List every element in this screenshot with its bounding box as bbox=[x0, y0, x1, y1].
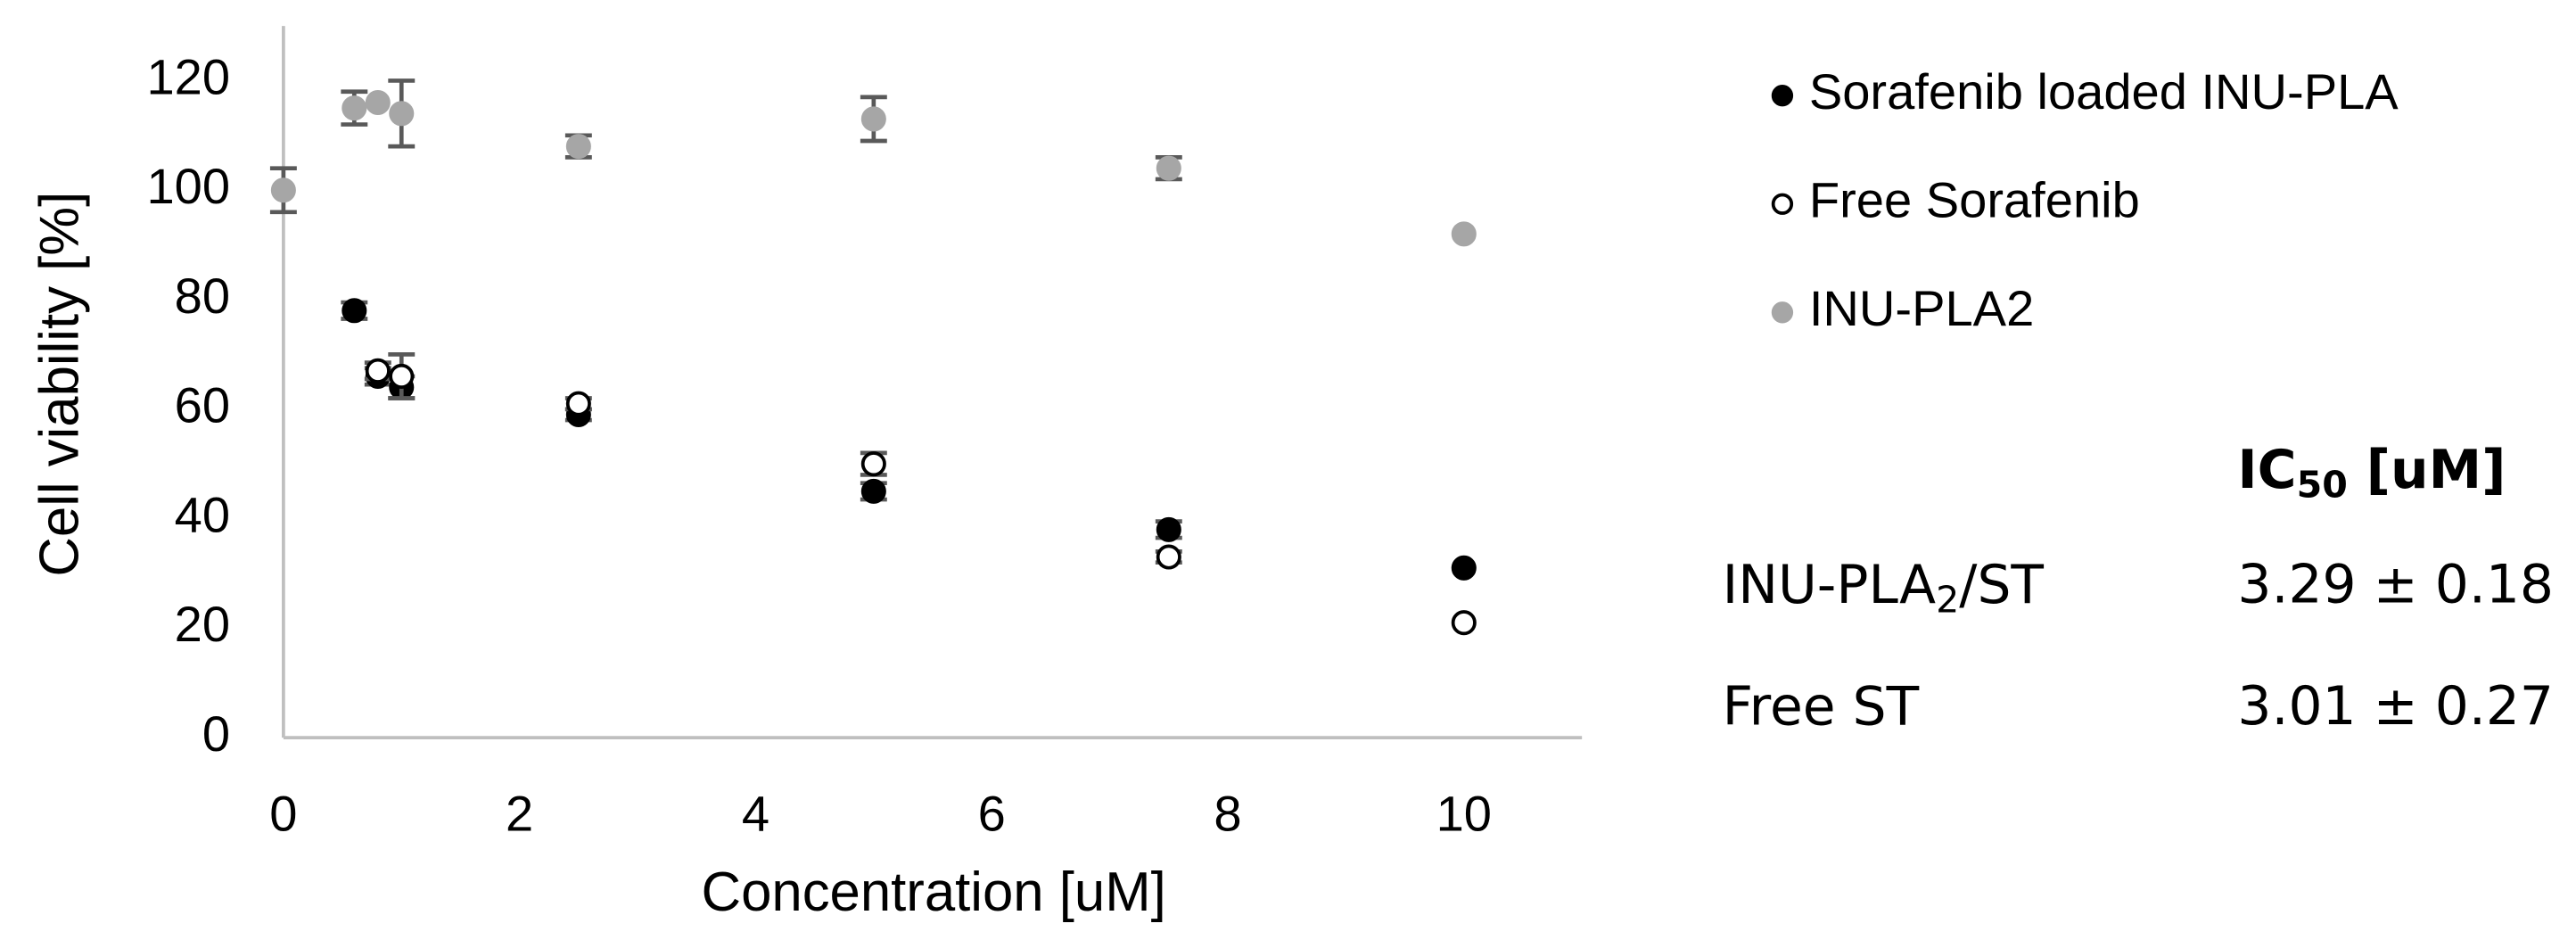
y-tick-label: 60 bbox=[175, 377, 230, 433]
row-label: Free ST bbox=[1723, 675, 1920, 738]
point bbox=[342, 298, 367, 324]
row-value: 3.01 ± 0.27 bbox=[2237, 675, 2554, 738]
text-part: IC bbox=[2237, 438, 2296, 500]
point bbox=[389, 363, 415, 389]
y-tick-label: 120 bbox=[146, 48, 230, 104]
point bbox=[1156, 516, 1181, 542]
point bbox=[565, 134, 591, 160]
y-tick-label: 80 bbox=[175, 268, 230, 324]
x-tick-label: 0 bbox=[269, 786, 297, 842]
point bbox=[1451, 555, 1477, 581]
y-tick-label: 0 bbox=[202, 705, 230, 762]
point bbox=[565, 391, 591, 416]
legend-marker bbox=[1771, 301, 1794, 324]
point bbox=[860, 478, 886, 504]
text-part: INU-PLA bbox=[1723, 553, 1937, 615]
x-tick-label: 4 bbox=[742, 786, 770, 842]
point bbox=[365, 358, 391, 383]
x-tick-label: 2 bbox=[506, 786, 533, 842]
legend-label: Sorafenib loaded INU-PLA bbox=[1809, 63, 2399, 120]
point bbox=[270, 177, 296, 203]
point bbox=[342, 95, 367, 121]
point bbox=[1451, 221, 1477, 247]
row-value: 3.29 ± 0.18 bbox=[2237, 553, 2554, 615]
legend-label: Free Sorafenib bbox=[1809, 172, 2140, 228]
text-part: [uM] bbox=[2348, 438, 2506, 500]
text-part: Free ST bbox=[1723, 675, 1920, 738]
y-tick-label: 40 bbox=[175, 486, 230, 542]
point bbox=[1451, 610, 1477, 636]
legend-label: INU-PLA2 bbox=[1809, 280, 2034, 336]
point bbox=[1156, 155, 1181, 181]
legend-marker bbox=[1771, 193, 1794, 215]
y-tick-label: 100 bbox=[146, 158, 230, 214]
y-axis-title: Cell viability [%] bbox=[29, 192, 90, 577]
point bbox=[860, 106, 886, 132]
x-tick-label: 10 bbox=[1436, 786, 1492, 842]
subscript: 50 bbox=[2297, 464, 2348, 507]
point bbox=[1156, 544, 1181, 570]
point bbox=[365, 89, 391, 116]
subscript: 2 bbox=[1936, 579, 1959, 622]
table-header: IC50 [uM] bbox=[2237, 438, 2506, 506]
text-part: /ST bbox=[1959, 553, 2044, 615]
x-axis-title: Concentration [uM] bbox=[702, 862, 1166, 923]
point bbox=[389, 101, 415, 127]
point bbox=[860, 451, 886, 477]
x-tick-label: 6 bbox=[978, 786, 1006, 842]
x-tick-label: 8 bbox=[1214, 786, 1241, 842]
legend-marker bbox=[1771, 85, 1794, 107]
y-tick-label: 20 bbox=[175, 596, 230, 652]
row-label: INU-PLA2/ST bbox=[1723, 553, 2045, 621]
